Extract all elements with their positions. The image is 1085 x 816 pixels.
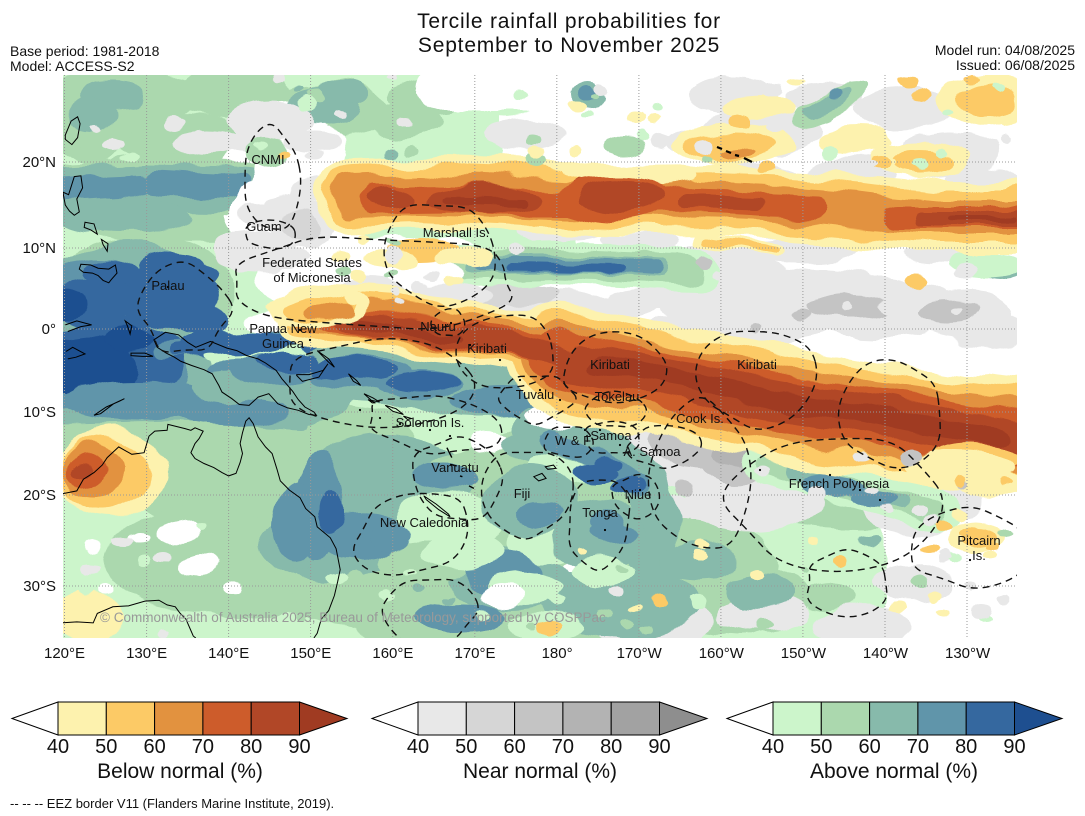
svg-text:Nauru: Nauru <box>420 319 455 334</box>
svg-text:10°N: 10°N <box>22 240 56 257</box>
svg-text:Base period: 1981-2018: Base period: 1981-2018 <box>10 43 160 59</box>
svg-text:Solomon Is.: Solomon Is. <box>396 415 465 430</box>
svg-text:150°E: 150°E <box>290 645 331 662</box>
svg-text:Kiribati: Kiribati <box>467 341 507 356</box>
svg-text:60: 60 <box>858 736 880 758</box>
svg-text:CNMI: CNMI <box>251 152 284 167</box>
svg-text:French Polynesia: French Polynesia <box>789 476 890 491</box>
svg-text:Is.: Is. <box>972 548 986 563</box>
svg-text:Tokelau: Tokelau <box>595 389 640 404</box>
svg-text:0°: 0° <box>42 321 56 338</box>
svg-text:40: 40 <box>762 736 784 758</box>
svg-text:50: 50 <box>455 736 477 758</box>
svg-text:130°E: 130°E <box>126 645 167 662</box>
svg-text:50: 50 <box>95 736 117 758</box>
svg-text:160°W: 160°W <box>699 645 745 662</box>
svg-text:90: 90 <box>288 736 310 758</box>
svg-text:140°E: 140°E <box>208 645 249 662</box>
svg-text:Fiji: Fiji <box>514 486 531 501</box>
svg-text:Guinea: Guinea <box>262 336 305 351</box>
svg-text:Niue: Niue <box>625 487 652 502</box>
svg-text:Marshall Is.: Marshall Is. <box>423 225 489 240</box>
svg-text:70: 70 <box>907 736 929 758</box>
svg-text:Above normal (%): Above normal (%) <box>810 760 978 783</box>
svg-text:Federated States: Federated States <box>262 255 362 270</box>
svg-text:Tonga: Tonga <box>582 505 618 520</box>
svg-text:30°S: 30°S <box>23 578 56 595</box>
svg-text:40: 40 <box>407 736 429 758</box>
svg-text:10°S: 10°S <box>23 404 56 421</box>
svg-text:80: 80 <box>600 736 622 758</box>
svg-text:20°S: 20°S <box>23 487 56 504</box>
svg-text:Below normal (%): Below normal (%) <box>97 760 263 783</box>
svg-text:-- -- -- EEZ border V11 (Fla: -- -- -- EEZ border V11 (Flanders Marine… <box>10 796 334 811</box>
svg-text:160°E: 160°E <box>372 645 413 662</box>
svg-text:Kiribati: Kiribati <box>737 357 777 372</box>
svg-text:60: 60 <box>143 736 165 758</box>
svg-text:Near normal (%): Near normal (%) <box>463 760 617 783</box>
svg-text:New Caledonia: New Caledonia <box>380 515 469 530</box>
svg-text:60: 60 <box>503 736 525 758</box>
svg-text:Issued: 06/08/2025: Issued: 06/08/2025 <box>956 57 1075 73</box>
svg-text:of Micronesia: of Micronesia <box>273 270 351 285</box>
svg-text:© Commonwealth of Australia 20: © Commonwealth of Australia 2025, Bureau… <box>100 610 606 625</box>
svg-text:20°N: 20°N <box>22 154 56 171</box>
svg-text:120°E: 120°E <box>44 645 85 662</box>
svg-text:Samoa: Samoa <box>590 428 632 443</box>
svg-text:70: 70 <box>192 736 214 758</box>
svg-text:A. Samoa: A. Samoa <box>623 444 681 459</box>
svg-text:170°E: 170°E <box>454 645 495 662</box>
svg-text:Model: ACCESS-S2: Model: ACCESS-S2 <box>10 58 135 74</box>
svg-text:W & F: W & F <box>555 433 591 448</box>
svg-text:Kiribati: Kiribati <box>590 357 630 372</box>
svg-text:Guam: Guam <box>246 219 281 234</box>
svg-text:140°W: 140°W <box>863 645 909 662</box>
svg-text:Pitcairn: Pitcairn <box>957 533 1000 548</box>
svg-text:50: 50 <box>810 736 832 758</box>
svg-text:Papua New: Papua New <box>249 321 317 336</box>
svg-text:Model run: 04/08/2025: Model run: 04/08/2025 <box>935 42 1075 58</box>
svg-text:70: 70 <box>552 736 574 758</box>
svg-text:Palau: Palau <box>151 278 184 293</box>
svg-text:80: 80 <box>240 736 262 758</box>
svg-text:Vanuatu: Vanuatu <box>431 460 478 475</box>
svg-text:80: 80 <box>955 736 977 758</box>
svg-text:90: 90 <box>648 736 670 758</box>
svg-text:Cook Is.: Cook Is. <box>676 411 724 426</box>
svg-text:180°: 180° <box>542 645 573 662</box>
svg-text:40: 40 <box>47 736 69 758</box>
svg-text:Tuvalu: Tuvalu <box>516 387 555 402</box>
svg-text:130°W: 130°W <box>945 645 991 662</box>
svg-text:170°W: 170°W <box>617 645 663 662</box>
svg-text:September to November 2025: September to November 2025 <box>418 34 720 57</box>
svg-text:150°W: 150°W <box>781 645 827 662</box>
svg-text:90: 90 <box>1003 736 1025 758</box>
svg-text:Tercile rainfall probabilities: Tercile rainfall probabilities for <box>417 10 721 33</box>
